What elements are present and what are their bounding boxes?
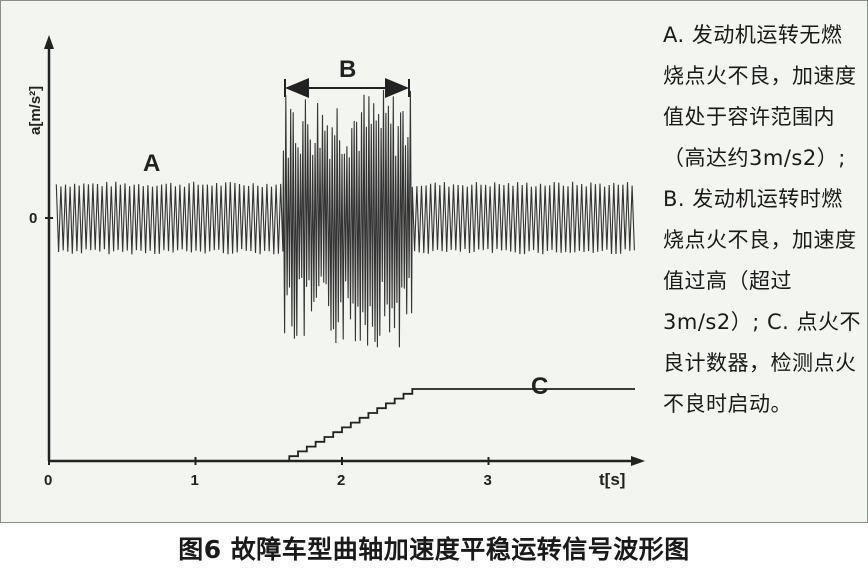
misfire-counter-line (56, 388, 635, 462)
label-b: B (339, 56, 356, 83)
y-axis-arrow (44, 35, 54, 49)
x-tick-label-0: 0 (44, 472, 52, 489)
figure-caption: 图6 故障车型曲轴加速度平稳运转信号波形图 (178, 535, 690, 564)
figure-panel: a[m/s²] t[s] 0 1 2 3 0 A B C A. 发动机运转无燃烧点火不… (0, 0, 868, 523)
acceleration-signal-line (55, 89, 635, 348)
x-tick-label-3: 3 (484, 472, 492, 489)
label-a: A (143, 150, 160, 177)
y-tick-label-0: 0 (29, 210, 37, 227)
x-tick-label-1: 1 (191, 472, 199, 489)
x-ticks: 0 1 2 3 (44, 457, 492, 489)
x-axis-arrow (631, 456, 645, 466)
label-c: C (531, 373, 548, 400)
waveform-chart: a[m/s²] t[s] 0 1 2 3 0 A B C (27, 35, 645, 489)
description-text: A. 发动机运转无燃烧点火不良，加速度值处于容许范围内（高达约3m/s2）; B… (663, 23, 861, 416)
x-axis-label: t[s] (599, 470, 625, 489)
y-axis-label: a[m/s²] (27, 86, 44, 135)
x-tick-label-2: 2 (337, 472, 345, 489)
